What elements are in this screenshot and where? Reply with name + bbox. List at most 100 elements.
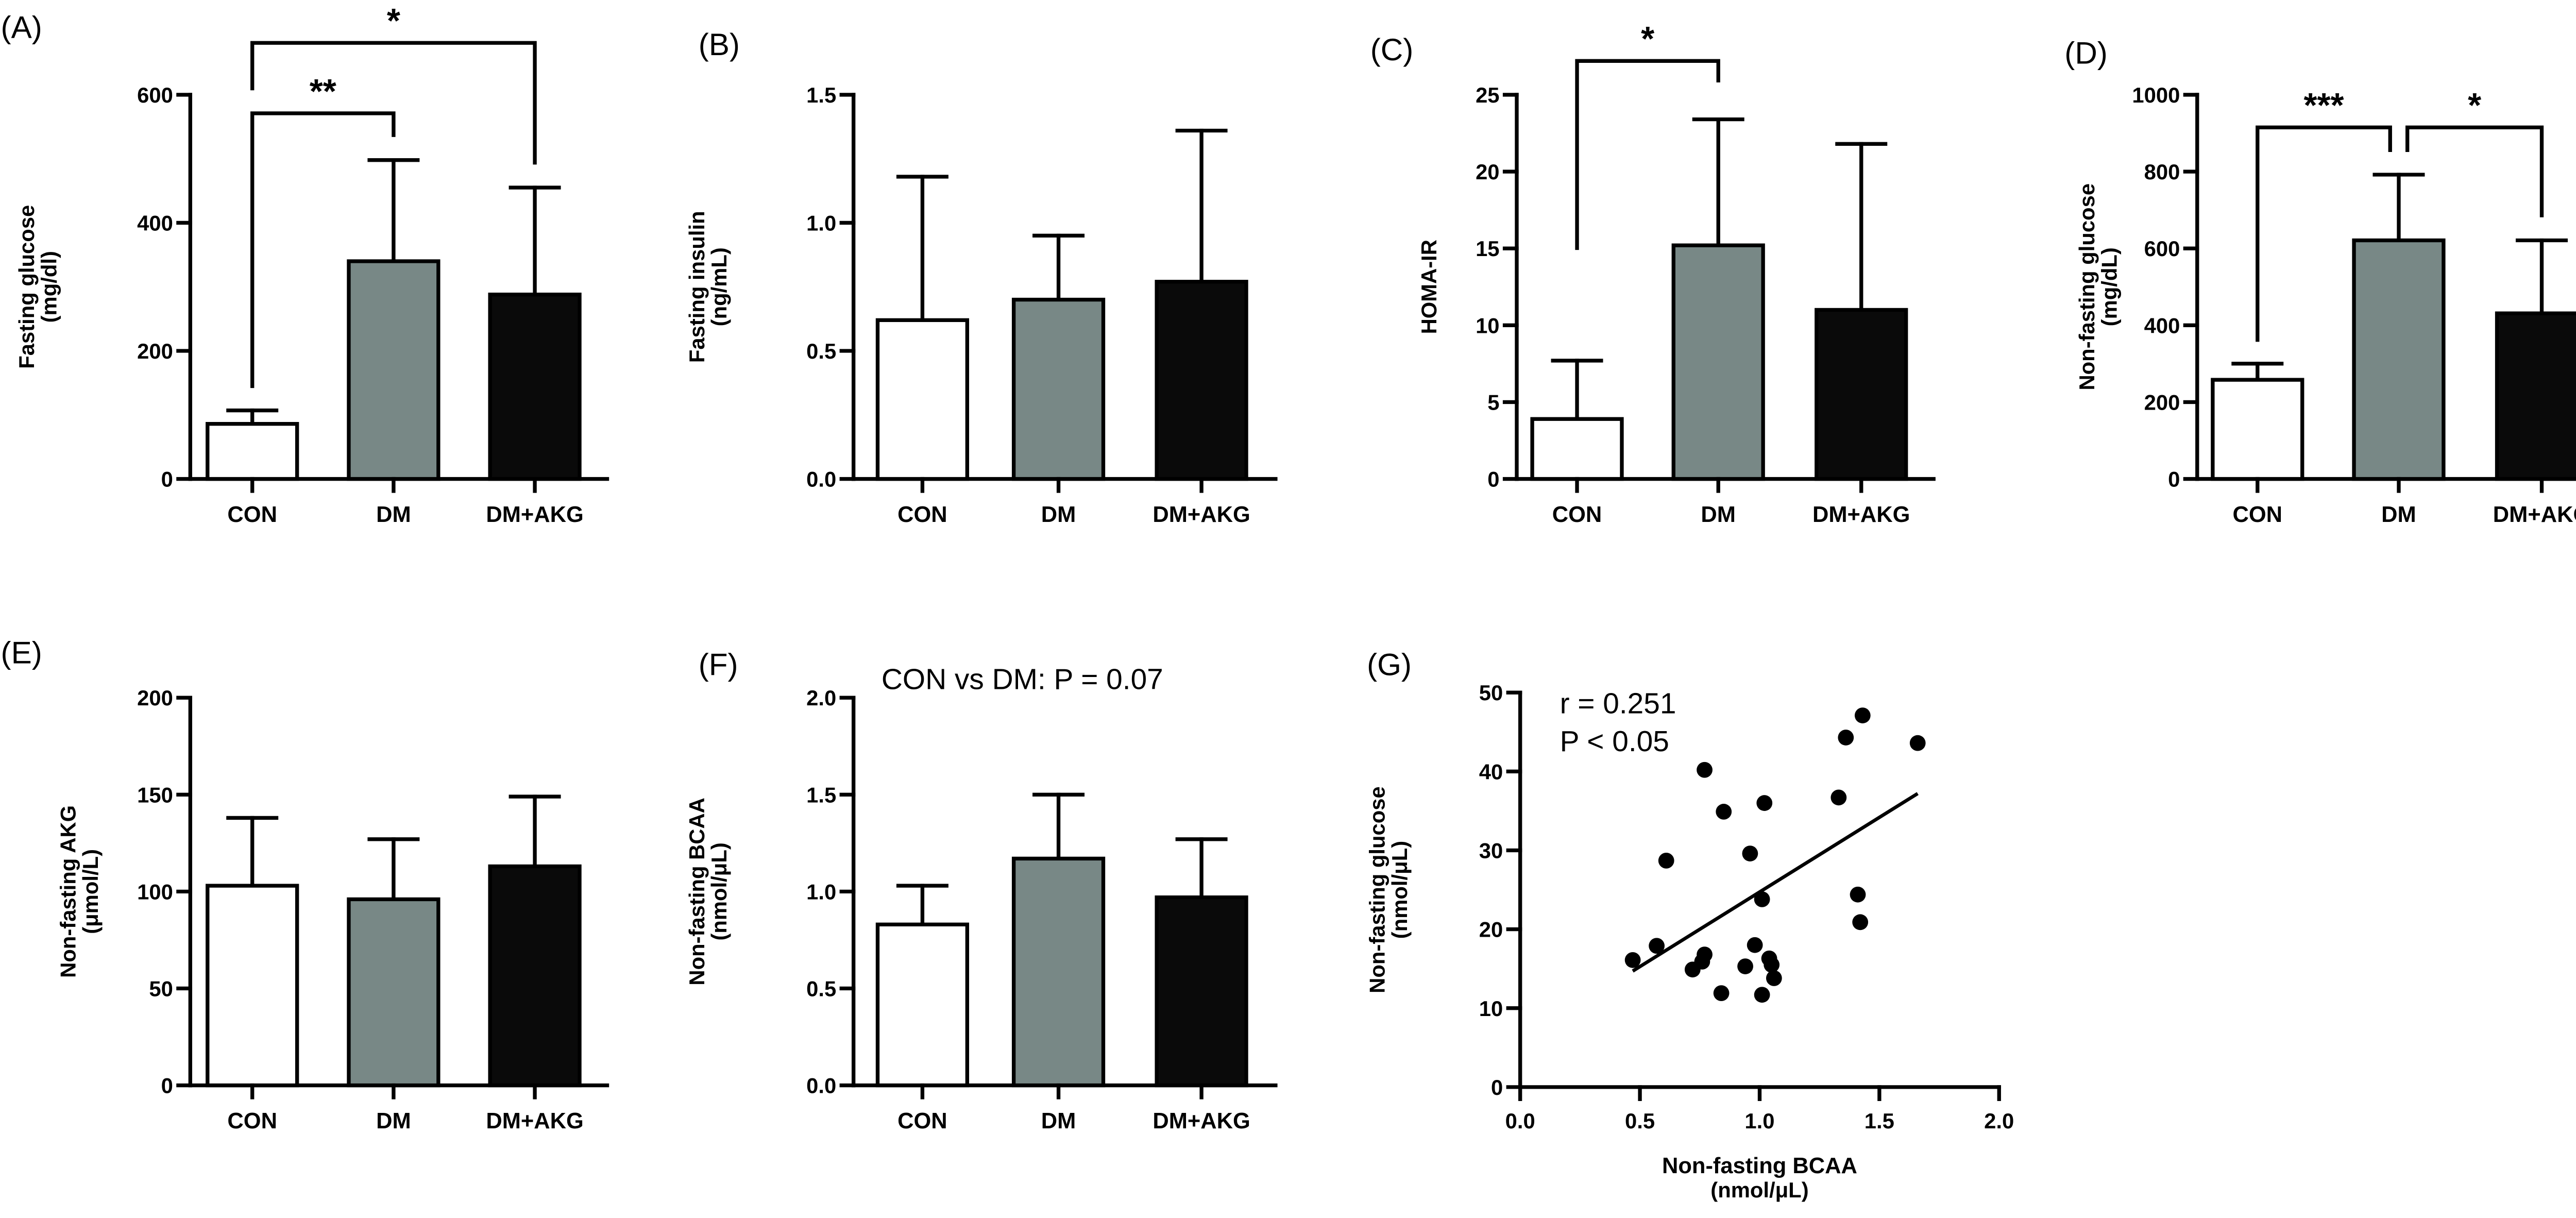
y-tick-label: 20 [1476,160,1499,184]
y-tick-label: 0.0 [806,1074,836,1098]
data-point [1852,914,1869,931]
panel-label: (F) [699,648,738,682]
x-tick-label: DM+AKG [1153,502,1250,527]
y-axis-label: (mg/dL) [2097,247,2122,326]
x-tick-label: DM [376,502,411,527]
x-tick-label: DM [2381,502,2416,527]
y-axis-label: (μmol/L) [78,849,103,934]
x-tick-label: DM+AKG [1812,502,1910,527]
y-tick-label: 0 [161,467,173,492]
bar-dm [1011,856,1106,1088]
panel-label: (A) [1,10,42,45]
significance-bracket [1575,59,1720,250]
y-tick-label: 40 [1479,759,1503,784]
data-point [1854,707,1871,723]
y-tick-label: 0.5 [806,976,836,1001]
bar-dm-akg [488,292,582,481]
significance-bracket [250,111,396,388]
y-axis-label: Non-fasting AKG [56,805,80,978]
bar-dm-akg [1815,308,1908,481]
y-tick-label: 1.0 [806,211,836,235]
panel-label: (B) [699,27,740,62]
panel-label: (D) [2064,36,2108,71]
bar-con [1530,417,1624,481]
data-point [1850,886,1866,903]
x-tick-label: CON [897,502,947,527]
bar-con [875,922,970,1088]
x-tick-label: DM [1041,502,1076,527]
x-tick-label: CON [2233,502,2283,527]
data-point [1754,891,1770,907]
y-tick-label: 800 [2144,160,2180,184]
y-axis-label: (mg/dl) [37,251,61,323]
significance-stars: * [2468,86,2481,125]
y-tick-label: 25 [1476,83,1499,107]
data-point [1649,938,1665,954]
bar-dm [347,897,440,1088]
annotation-r: r = 0.251 [1560,687,1676,720]
x-tick-label: DM+AKG [1153,1109,1250,1134]
y-axis-label: Non-fasting BCAA [685,798,709,985]
data-point [1831,789,1847,806]
y-tick-label: 1.5 [806,783,836,807]
x-tick-label: CON [897,1109,947,1134]
y-tick-label: 1.5 [806,83,836,107]
x-tick-label: CON [227,1109,277,1134]
bar-dm-akg [1155,280,1248,481]
y-tick-label: 600 [2144,236,2180,261]
panel-label: (E) [1,635,42,670]
y-tick-label: 200 [137,339,173,363]
significance-stars: * [387,2,400,40]
data-point [1909,735,1926,751]
panel-label: (C) [1370,32,1414,67]
bar-dm [347,259,440,481]
bar-con [206,884,299,1088]
panel-label: (G) [1367,648,1412,682]
data-point [1658,852,1674,869]
data-point [1756,795,1773,811]
y-tick-label: 200 [2144,390,2180,414]
y-tick-label: 0 [1491,1075,1503,1099]
x-tick-label: DM [1701,502,1736,527]
y-tick-label: 0 [2168,467,2180,492]
y-tick-label: 0 [1487,467,1499,492]
x-tick-label: DM+AKG [486,1109,584,1134]
x-tick-label: 1.5 [1865,1109,1894,1133]
y-axis-label: (nmol/μL) [1387,841,1412,939]
data-point [1747,937,1763,953]
y-tick-label: 200 [137,686,173,710]
significance-stars: *** [2303,86,2344,125]
x-tick-label: DM [1041,1109,1076,1134]
significance-stars: ** [310,72,336,111]
significance-bracket [250,41,537,165]
y-tick-label: 400 [2144,313,2180,337]
y-tick-label: 600 [137,83,173,107]
data-point [1754,987,1770,1003]
y-tick-label: 20 [1479,918,1503,942]
y-tick-label: 30 [1479,838,1503,862]
bar-con [875,318,970,481]
bar-con [2211,378,2304,481]
significance-stars: * [1641,20,1654,58]
y-tick-label: 1.0 [806,879,836,904]
x-tick-label: CON [227,502,277,527]
bar-con [206,421,299,481]
significance-bracket [2256,125,2392,342]
y-tick-label: 10 [1476,313,1499,337]
annotation-p: P < 0.05 [1560,725,1669,758]
y-tick-label: 400 [137,211,173,235]
x-axis-label: Non-fasting BCAA [1662,1154,1857,1178]
data-point [1624,952,1641,968]
y-tick-label: 5 [1487,390,1499,414]
data-point [1716,804,1732,820]
bar-dm [2352,238,2446,481]
data-point [1742,845,1758,861]
x-tick-label: DM [376,1109,411,1134]
x-tick-label: CON [1552,502,1602,527]
regression-line [1632,792,1919,973]
annotation: CON vs DM: P = 0.07 [882,663,1163,696]
bar-dm [1011,297,1106,481]
x-tick-label: 0.0 [1505,1109,1535,1133]
y-axis-label: Non-fasting glucose [2075,183,2099,391]
